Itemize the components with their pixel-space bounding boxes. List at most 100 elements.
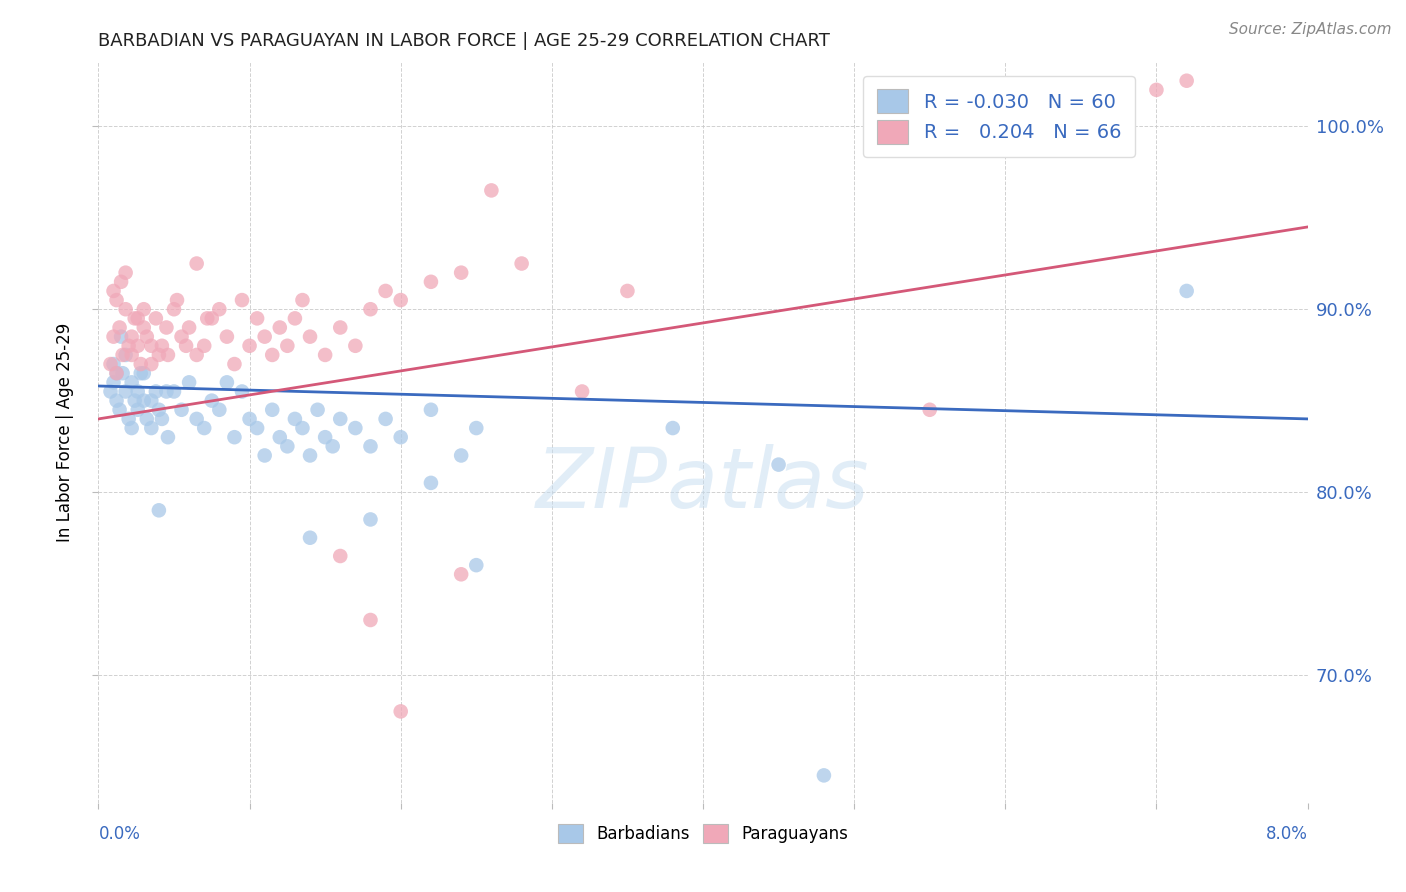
Point bbox=[100, 384, 122, 399]
Point bbox=[114, 266, 136, 280]
Point bbox=[105, 366, 128, 380]
Point bbox=[1175, 284, 1198, 298]
Point bbox=[174, 339, 197, 353]
Point bbox=[132, 302, 155, 317]
Point bbox=[118, 339, 141, 353]
Point bbox=[148, 503, 170, 517]
Point bbox=[141, 393, 163, 408]
Point bbox=[344, 421, 367, 435]
Point bbox=[450, 567, 472, 582]
Point bbox=[121, 421, 143, 435]
Point bbox=[246, 311, 269, 326]
Point bbox=[201, 393, 224, 408]
Text: 8.0%: 8.0% bbox=[1265, 825, 1308, 843]
Point bbox=[124, 311, 146, 326]
Point bbox=[813, 768, 835, 782]
Point bbox=[299, 449, 322, 463]
Legend: Barbadians, Paraguayans: Barbadians, Paraguayans bbox=[551, 817, 855, 850]
Point bbox=[148, 348, 170, 362]
Point bbox=[322, 439, 344, 453]
Point bbox=[360, 613, 382, 627]
Point bbox=[208, 302, 231, 317]
Point bbox=[132, 320, 155, 334]
Point bbox=[1175, 73, 1198, 87]
Point bbox=[124, 393, 146, 408]
Point bbox=[156, 430, 179, 444]
Point bbox=[150, 339, 173, 353]
Point bbox=[262, 402, 284, 417]
Point bbox=[129, 366, 152, 380]
Point bbox=[100, 357, 122, 371]
Point bbox=[179, 320, 201, 334]
Point bbox=[481, 183, 503, 197]
Point bbox=[307, 402, 329, 417]
Point bbox=[208, 402, 231, 417]
Point bbox=[103, 376, 125, 390]
Point bbox=[253, 329, 276, 343]
Point bbox=[145, 311, 167, 326]
Point bbox=[193, 339, 215, 353]
Point bbox=[111, 348, 134, 362]
Point bbox=[450, 266, 472, 280]
Point bbox=[389, 705, 412, 719]
Point bbox=[329, 549, 352, 563]
Point bbox=[215, 376, 238, 390]
Point bbox=[246, 421, 269, 435]
Point bbox=[118, 412, 141, 426]
Point bbox=[360, 439, 382, 453]
Point bbox=[269, 430, 291, 444]
Point bbox=[276, 439, 298, 453]
Point bbox=[105, 393, 128, 408]
Point bbox=[374, 412, 396, 426]
Point bbox=[299, 531, 322, 545]
Point bbox=[105, 293, 128, 307]
Point bbox=[110, 329, 132, 343]
Point bbox=[121, 376, 143, 390]
Point bbox=[420, 275, 443, 289]
Point bbox=[314, 348, 336, 362]
Point bbox=[276, 339, 298, 353]
Point bbox=[103, 329, 125, 343]
Point bbox=[121, 348, 143, 362]
Point bbox=[420, 475, 443, 490]
Point bbox=[360, 512, 382, 526]
Point bbox=[108, 402, 131, 417]
Point bbox=[155, 384, 177, 399]
Point bbox=[170, 329, 193, 343]
Point bbox=[186, 256, 208, 270]
Point bbox=[224, 430, 246, 444]
Point bbox=[127, 384, 149, 399]
Point bbox=[231, 384, 253, 399]
Text: Source: ZipAtlas.com: Source: ZipAtlas.com bbox=[1229, 22, 1392, 37]
Point bbox=[127, 339, 149, 353]
Point bbox=[145, 384, 167, 399]
Point bbox=[103, 357, 125, 371]
Text: ZIPatlas: ZIPatlas bbox=[536, 444, 870, 525]
Point bbox=[129, 357, 152, 371]
Point bbox=[150, 412, 173, 426]
Point bbox=[314, 430, 336, 444]
Point bbox=[450, 449, 472, 463]
Point bbox=[239, 339, 262, 353]
Point bbox=[389, 293, 412, 307]
Text: BARBADIAN VS PARAGUAYAN IN LABOR FORCE | AGE 25-29 CORRELATION CHART: BARBADIAN VS PARAGUAYAN IN LABOR FORCE |… bbox=[98, 32, 831, 50]
Point bbox=[186, 412, 208, 426]
Point bbox=[103, 284, 125, 298]
Point bbox=[571, 384, 593, 399]
Point bbox=[105, 366, 128, 380]
Point bbox=[163, 384, 186, 399]
Point bbox=[179, 376, 201, 390]
Point bbox=[108, 320, 131, 334]
Y-axis label: In Labor Force | Age 25-29: In Labor Force | Age 25-29 bbox=[56, 323, 75, 542]
Point bbox=[231, 293, 253, 307]
Point bbox=[224, 357, 246, 371]
Point bbox=[420, 402, 443, 417]
Point bbox=[465, 558, 488, 573]
Point bbox=[329, 320, 352, 334]
Point bbox=[329, 412, 352, 426]
Point bbox=[215, 329, 238, 343]
Point bbox=[201, 311, 224, 326]
Point bbox=[299, 329, 322, 343]
Point bbox=[132, 393, 155, 408]
Point bbox=[141, 421, 163, 435]
